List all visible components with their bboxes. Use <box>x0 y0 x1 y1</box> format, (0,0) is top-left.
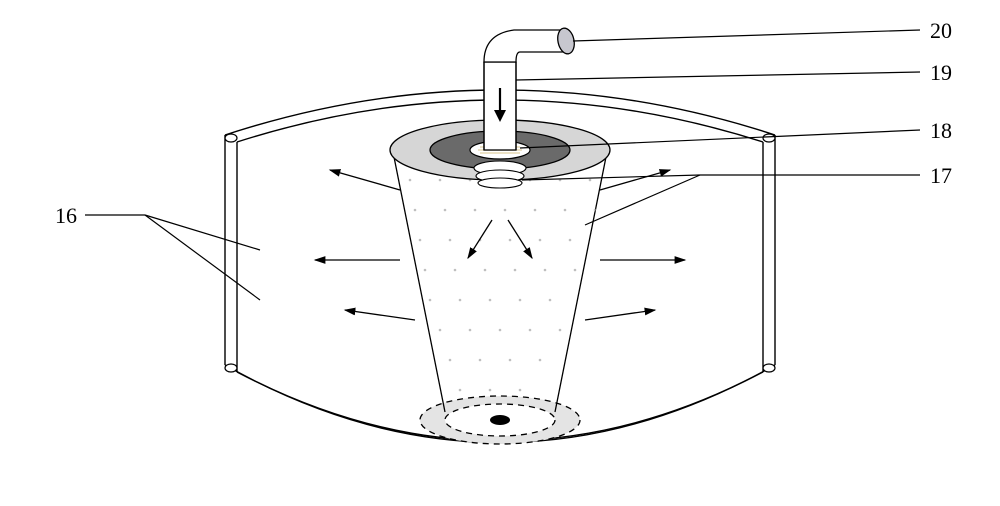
diagram-svg <box>0 0 1000 506</box>
label-18: 18 <box>930 118 952 144</box>
label-17: 17 <box>930 163 952 189</box>
bottom-center-dot <box>490 415 510 425</box>
diagram-root: 20 19 18 17 16 <box>0 0 1000 506</box>
label-20: 20 <box>930 18 952 44</box>
label-16: 16 <box>55 203 77 229</box>
label-19: 19 <box>930 60 952 86</box>
